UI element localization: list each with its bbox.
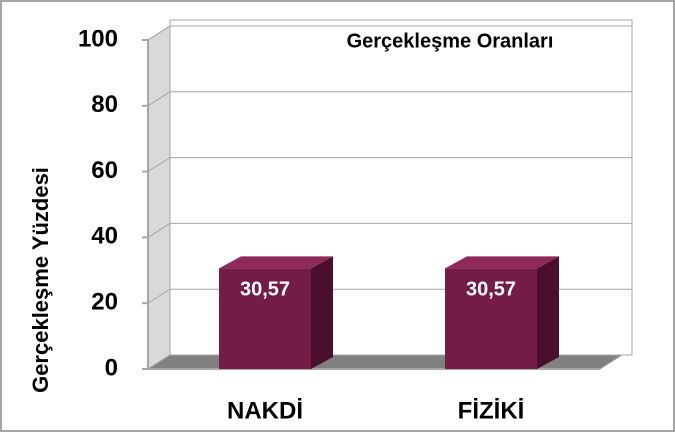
side-wall <box>147 25 171 370</box>
bar-side <box>537 256 559 369</box>
chart-title: Gerçekleşme Oranları <box>347 30 554 52</box>
value-label: 30,57 <box>240 279 290 301</box>
grid-line <box>147 157 632 173</box>
bar-top <box>445 256 559 269</box>
bar-side <box>311 256 333 369</box>
bar <box>445 268 537 369</box>
y-axis-label: Gerçekleşme Yüzdesi <box>28 167 53 393</box>
y-tick-label: 40 <box>91 223 118 250</box>
y-tick-label: 0 <box>105 354 118 381</box>
x-tick-label: NAKDİ <box>227 397 303 424</box>
grid-line <box>147 25 632 41</box>
grid-line <box>147 91 632 107</box>
y-tick-label: 20 <box>91 289 118 316</box>
bar <box>219 268 311 369</box>
value-label: 30,57 <box>466 279 516 301</box>
y-tick-label: 100 <box>78 25 118 52</box>
y-tick-label: 80 <box>91 91 118 118</box>
grid-line <box>147 222 632 238</box>
y-tick-label: 60 <box>91 157 118 184</box>
bar-top <box>219 256 333 269</box>
x-tick-label: FİZİKİ <box>458 397 525 424</box>
